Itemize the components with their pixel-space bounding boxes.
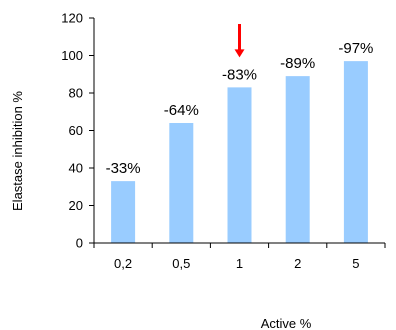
y-tick-label: 100 bbox=[61, 48, 83, 63]
y-axis-title: Elastase inhibition % bbox=[10, 91, 25, 211]
data-label: -33% bbox=[106, 160, 141, 177]
x-axis-title: Active % bbox=[261, 316, 312, 330]
bar-0-2 bbox=[111, 181, 136, 243]
bar-2 bbox=[285, 76, 310, 243]
x-tick-label: 2 bbox=[294, 256, 301, 271]
x-tick-label: 5 bbox=[352, 256, 359, 271]
tick-labels-layer: 0 20 40 60 80 100 120 0,2 0,5 1 2 5 bbox=[61, 11, 359, 272]
highlight-arrow-layer bbox=[234, 24, 245, 58]
data-label: -64% bbox=[164, 102, 199, 119]
y-tick-label: 0 bbox=[76, 236, 83, 251]
data-label: -89% bbox=[280, 55, 315, 72]
y-tick-label: 60 bbox=[69, 123, 83, 138]
data-labels-layer: -33% -64% -83% -89% -97% bbox=[106, 40, 374, 177]
y-tick-label: 80 bbox=[69, 86, 83, 101]
x-tick-label: 1 bbox=[236, 256, 243, 271]
bar-0-5 bbox=[169, 123, 194, 243]
bars-layer bbox=[111, 61, 368, 243]
bar-5 bbox=[343, 61, 368, 243]
bar-1 bbox=[227, 87, 252, 243]
data-label: -97% bbox=[338, 40, 373, 57]
x-tick-label: 0,5 bbox=[172, 256, 190, 271]
data-label: -83% bbox=[222, 66, 257, 83]
y-tick-label: 40 bbox=[69, 161, 83, 176]
down-arrow-head bbox=[234, 49, 245, 58]
y-tick-label: 120 bbox=[61, 11, 83, 26]
x-tick-label: 0,2 bbox=[114, 256, 132, 271]
y-tick-label: 20 bbox=[69, 198, 83, 213]
axes-layer bbox=[89, 17, 386, 248]
